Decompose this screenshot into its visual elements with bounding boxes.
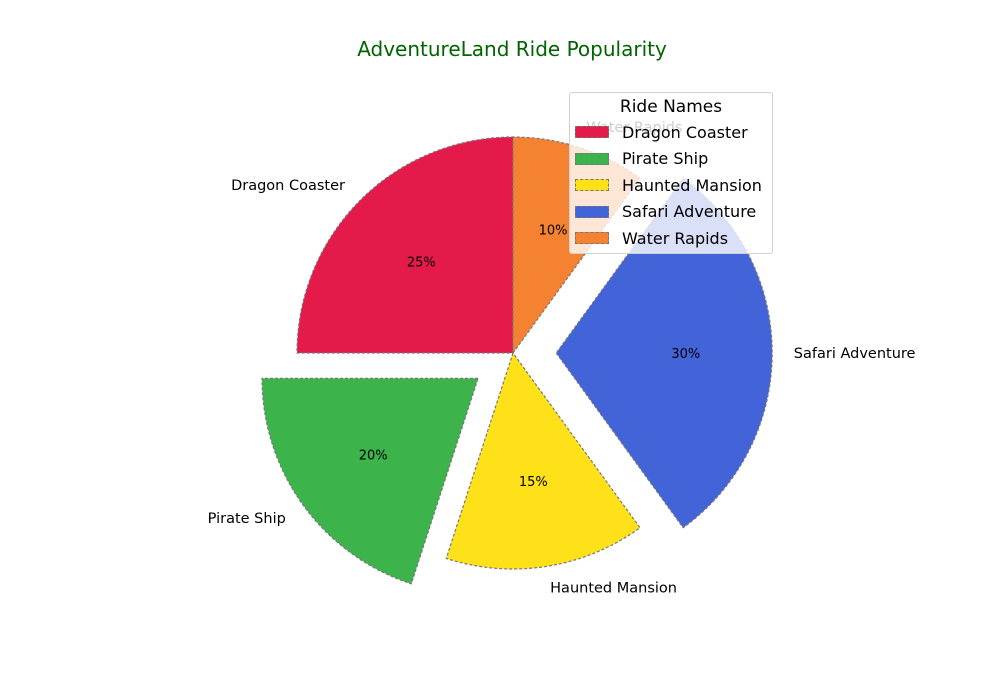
slice-dragon-coaster [296, 136, 514, 354]
legend-label: Safari Adventure [622, 202, 757, 222]
category-label-haunted-mansion: Haunted Mansion [550, 581, 677, 597]
legend-item-pirate-ship: Pirate Ship [570, 146, 772, 173]
chart-title: AdventureLand Ride Popularity [357, 37, 667, 61]
legend-label: Water Rapids [622, 228, 729, 248]
legend-item-haunted-mansion: Haunted Mansion [570, 172, 772, 199]
legend-swatch [575, 152, 609, 165]
legend: Ride Names Dragon Coaster Pirate Ship Haun… [569, 92, 773, 254]
category-label-safari-adventure: Safari Adventure [794, 346, 916, 362]
legend-items: Dragon Coaster Pirate Ship Haunted Mansion… [570, 119, 772, 252]
percent-label-haunted-mansion: 15% [519, 475, 548, 490]
legend-swatch [575, 126, 609, 139]
percent-label-pirate-ship: 20% [359, 449, 388, 464]
legend-item-safari-adventure: Safari Adventure [570, 199, 772, 226]
legend-item-water-rapids: Water Rapids [570, 225, 772, 252]
category-label-pirate-ship: Pirate Ship [208, 511, 286, 527]
legend-swatch [575, 179, 609, 192]
legend-label: Dragon Coaster [622, 122, 748, 142]
percent-labels: 25% 20% 15% 30% 10% [359, 224, 701, 490]
legend-swatch [575, 205, 609, 218]
legend-label: Haunted Mansion [622, 175, 762, 195]
percent-label-dragon-coaster: 25% [407, 255, 436, 270]
category-label-dragon-coaster: Dragon Coaster [231, 178, 345, 194]
percent-label-water-rapids: 10% [539, 224, 568, 239]
percent-label-safari-adventure: 30% [671, 347, 700, 362]
slice-pirate-ship [261, 377, 479, 585]
legend-item-dragon-coaster: Dragon Coaster [570, 119, 772, 146]
legend-title: Ride Names [619, 97, 723, 117]
legend-label: Pirate Ship [622, 149, 709, 169]
slice-haunted-mansion [445, 351, 641, 570]
legend-swatch [575, 232, 609, 245]
